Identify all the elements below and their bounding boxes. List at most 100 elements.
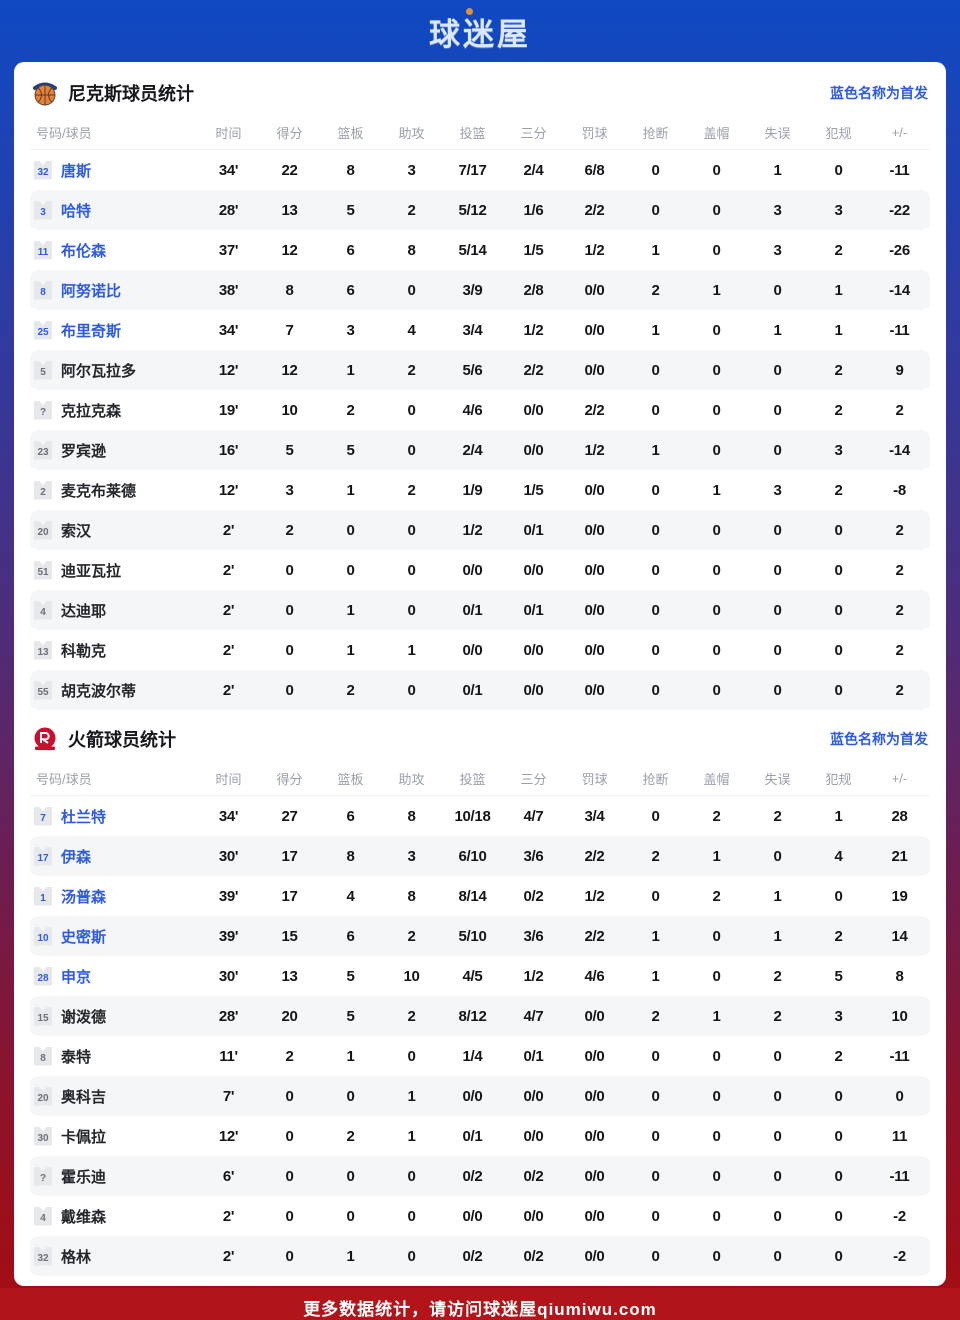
player-name[interactable]: 杜兰特 — [61, 808, 107, 826]
player-cell[interactable]: 4 戴维森 — [30, 1206, 198, 1227]
stat-cell: 0/0 — [584, 521, 605, 539]
player-name[interactable]: 阿努诺比 — [61, 282, 122, 300]
player-cell[interactable]: 4 达迪耶 — [30, 600, 198, 621]
stat-cell: 3 — [773, 481, 782, 499]
stat-cell: 11 — [891, 1127, 908, 1145]
column-header: 罚球 — [581, 772, 608, 787]
player-row[interactable]: 15 谢泼德 28' 20 5 2 8/12 4/7 0/0 2 1 2 3 10 — [30, 996, 930, 1036]
player-cell[interactable]: 32 格林 — [30, 1246, 198, 1267]
player-row[interactable]: 4 戴维森 2' 0 0 0 0/0 0/0 0/0 0 0 0 0 -2 — [30, 1196, 930, 1236]
player-row[interactable]: 10 史密斯 39' 15 6 2 5/10 3/6 2/2 1 0 1 2 14 — [30, 916, 930, 956]
player-cell[interactable]: 5 阿尔瓦拉多 — [30, 360, 198, 381]
stat-cell: 2 — [651, 1007, 660, 1025]
player-name[interactable]: 布伦森 — [61, 242, 107, 260]
stat-cell: 0 — [346, 1207, 355, 1225]
player-row[interactable]: 7 杜兰特 34' 27 6 8 10/18 4/7 3/4 0 2 2 1 28 — [30, 796, 930, 836]
player-name[interactable]: 迪亚瓦拉 — [61, 562, 122, 580]
stat-cell: 0/0 — [584, 641, 605, 659]
player-row[interactable]: 55 胡克波尔蒂 2' 0 2 0 0/1 0/0 0/0 0 0 0 0 2 — [30, 670, 930, 710]
player-name[interactable]: 卡佩拉 — [61, 1128, 107, 1146]
stat-cell: 11' — [219, 1047, 238, 1065]
player-cell[interactable]: 11 布伦森 — [30, 240, 198, 261]
player-row[interactable]: 13 科勒克 2' 0 1 1 0/0 0/0 0/0 0 0 0 0 2 — [30, 630, 930, 670]
player-name[interactable]: 谢泼德 — [61, 1008, 107, 1026]
stat-cell: 0 — [285, 641, 294, 659]
player-row[interactable]: ? 克拉克森 19' 10 2 0 4/6 0/0 2/2 0 0 0 2 2 — [30, 390, 930, 430]
player-row[interactable]: 25 布里奇斯 34' 7 3 4 3/4 1/2 0/0 1 0 1 1 -11 — [30, 310, 930, 350]
player-cell[interactable]: ? 克拉克森 — [30, 400, 198, 421]
stat-cell: 12' — [218, 481, 239, 499]
player-cell[interactable]: 30 卡佩拉 — [30, 1126, 198, 1147]
player-row[interactable]: 23 罗宾逊 16' 5 5 0 2/4 0/0 1/2 1 0 0 3 -14 — [30, 430, 930, 470]
player-cell[interactable]: 23 罗宾逊 — [30, 440, 198, 461]
player-name[interactable]: 霍乐迪 — [61, 1168, 107, 1186]
stat-cell: -14 — [889, 281, 910, 299]
player-name[interactable]: 戴维森 — [61, 1208, 107, 1226]
player-cell[interactable]: 10 史密斯 — [30, 926, 198, 947]
player-name[interactable]: 奥科吉 — [61, 1088, 107, 1106]
player-cell[interactable]: 28 申京 — [30, 966, 198, 987]
player-cell[interactable]: 51 迪亚瓦拉 — [30, 560, 198, 581]
player-name[interactable]: 麦克布莱德 — [61, 482, 137, 500]
player-cell[interactable]: 20 奥科吉 — [30, 1086, 198, 1107]
player-name[interactable]: 史密斯 — [61, 928, 107, 946]
player-name[interactable]: 罗宾逊 — [61, 442, 107, 460]
player-name[interactable]: 汤普森 — [61, 888, 107, 906]
stat-cell: 0 — [834, 521, 843, 539]
player-name[interactable]: 达迪耶 — [61, 602, 107, 620]
player-name[interactable]: 哈特 — [61, 202, 92, 220]
player-row[interactable]: 1 汤普森 39' 17 4 8 8/14 0/2 1/2 0 2 1 0 19 — [30, 876, 930, 916]
player-row[interactable]: 51 迪亚瓦拉 2' 0 0 0 0/0 0/0 0/0 0 0 0 0 2 — [30, 550, 930, 590]
player-cell[interactable]: 25 布里奇斯 — [30, 320, 198, 341]
player-row[interactable]: 4 达迪耶 2' 0 1 0 0/1 0/1 0/0 0 0 0 0 2 — [30, 590, 930, 630]
player-name[interactable]: 胡克波尔蒂 — [61, 682, 137, 700]
stat-cell: 1/2 — [584, 887, 605, 905]
player-row[interactable]: 30 卡佩拉 12' 0 2 1 0/1 0/0 0/0 0 0 0 0 11 — [30, 1116, 930, 1156]
player-row[interactable]: 28 申京 30' 13 5 10 4/5 1/2 4/6 1 0 2 5 8 — [30, 956, 930, 996]
player-cell[interactable]: 8 阿努诺比 — [30, 280, 198, 301]
player-name[interactable]: 唐斯 — [61, 162, 92, 180]
player-cell[interactable]: 17 伊森 — [30, 846, 198, 867]
player-cell[interactable]: 32 唐斯 — [30, 160, 198, 181]
stat-cell: 3 — [773, 201, 782, 219]
player-row[interactable]: 3 哈特 28' 13 5 2 5/12 1/6 2/2 0 0 3 3 -22 — [30, 190, 930, 230]
player-row[interactable]: 8 泰特 11' 2 1 0 1/4 0/1 0/0 0 0 0 2 -11 — [30, 1036, 930, 1076]
player-cell[interactable]: 55 胡克波尔蒂 — [30, 680, 198, 701]
player-name[interactable]: 科勒克 — [61, 642, 107, 660]
player-cell[interactable]: 20 索汉 — [30, 520, 198, 541]
stat-cell: 0 — [712, 201, 721, 219]
player-cell[interactable]: 15 谢泼德 — [30, 1006, 198, 1027]
player-name[interactable]: 布里奇斯 — [61, 322, 122, 340]
player-name[interactable]: 索汉 — [61, 522, 92, 540]
player-name[interactable]: 阿尔瓦拉多 — [61, 362, 137, 380]
stat-cell: 0 — [651, 1087, 660, 1105]
stat-cell: 3 — [773, 241, 782, 259]
player-name[interactable]: 申京 — [61, 968, 92, 986]
player-name[interactable]: 格林 — [61, 1248, 92, 1266]
player-row[interactable]: 5 阿尔瓦拉多 12' 12 1 2 5/6 2/2 0/0 0 0 0 2 9 — [30, 350, 930, 390]
player-cell[interactable]: 3 哈特 — [30, 200, 198, 221]
stat-cell: 2 — [346, 1127, 355, 1145]
player-row[interactable]: 20 索汉 2' 2 0 0 1/2 0/1 0/0 0 0 0 0 2 — [30, 510, 930, 550]
player-row[interactable]: 20 奥科吉 7' 0 0 1 0/0 0/0 0/0 0 0 0 0 0 — [30, 1076, 930, 1116]
player-row[interactable]: 17 伊森 30' 17 8 3 6/10 3/6 2/2 2 1 0 4 21 — [30, 836, 930, 876]
player-cell[interactable]: 8 泰特 — [30, 1046, 198, 1067]
stat-cell: 0 — [651, 601, 660, 619]
player-cell[interactable]: 13 科勒克 — [30, 640, 198, 661]
stat-cell: 0 — [712, 1047, 721, 1065]
stat-cell: 2 — [895, 401, 904, 419]
player-cell[interactable]: 2 麦克布莱德 — [30, 480, 198, 501]
player-row[interactable]: 32 格林 2' 0 1 0 0/2 0/2 0/0 0 0 0 0 -2 — [30, 1236, 930, 1276]
player-name[interactable]: 克拉克森 — [61, 402, 122, 420]
player-cell[interactable]: ? 霍乐迪 — [30, 1166, 198, 1187]
player-row[interactable]: ? 霍乐迪 6' 0 0 0 0/2 0/2 0/0 0 0 0 0 -11 — [30, 1156, 930, 1196]
player-row[interactable]: 32 唐斯 34' 22 8 3 7/17 2/4 6/8 0 0 1 0 -11 — [30, 150, 930, 190]
player-cell[interactable]: 7 杜兰特 — [30, 806, 198, 827]
player-row[interactable]: 8 阿努诺比 38' 8 6 0 3/9 2/8 0/0 2 1 0 1 -14 — [30, 270, 930, 310]
player-row[interactable]: 11 布伦森 37' 12 6 8 5/14 1/5 1/2 1 0 3 2 -26 — [30, 230, 930, 270]
stat-cell: 0 — [834, 601, 843, 619]
player-name[interactable]: 伊森 — [61, 848, 92, 866]
player-name[interactable]: 泰特 — [61, 1048, 92, 1066]
player-row[interactable]: 2 麦克布莱德 12' 3 1 2 1/9 1/5 0/0 0 1 3 2 -8 — [30, 470, 930, 510]
player-cell[interactable]: 1 汤普森 — [30, 886, 198, 907]
